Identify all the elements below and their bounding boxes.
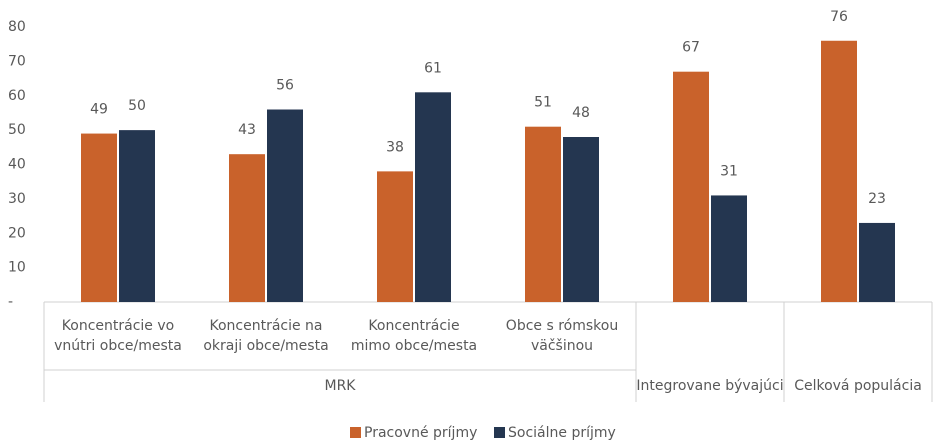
y-tick-label: 30 xyxy=(8,191,26,207)
y-tick-label: 40 xyxy=(8,157,26,173)
group-label: Integrovane bývajúci xyxy=(636,378,783,394)
value-label: 61 xyxy=(424,60,442,76)
legend-swatch xyxy=(494,427,505,438)
value-label: 31 xyxy=(720,163,738,179)
value-label: 50 xyxy=(128,98,146,114)
value-label: 38 xyxy=(386,139,404,155)
value-label: 56 xyxy=(276,78,294,94)
y-tick-label: - xyxy=(8,294,13,310)
legend-label: Sociálne príjmy xyxy=(508,425,616,440)
value-label: 76 xyxy=(830,9,848,25)
bar xyxy=(711,195,747,302)
y-tick-label: 20 xyxy=(8,225,26,241)
legend-label: Pracovné príjmy xyxy=(364,425,477,440)
value-label: 23 xyxy=(868,191,886,207)
x-tick-label: Obce s rómskou väčšinou xyxy=(505,318,619,354)
value-label: 51 xyxy=(534,95,552,111)
bar xyxy=(267,109,303,302)
value-label: 48 xyxy=(572,105,590,121)
bar xyxy=(119,130,155,302)
value-label: 67 xyxy=(682,40,700,56)
bar xyxy=(229,154,265,302)
y-tick-label: 70 xyxy=(8,53,26,69)
bar xyxy=(563,137,599,302)
bar xyxy=(377,171,413,302)
y-tick-label: 10 xyxy=(8,260,26,276)
y-tick-label: 80 xyxy=(8,19,26,35)
x-tick-label: Koncentrácie na okraji obce/mesta xyxy=(203,318,329,354)
y-tick-label: 50 xyxy=(8,122,26,138)
bar xyxy=(81,133,117,302)
bar xyxy=(415,92,451,302)
value-label: 49 xyxy=(90,102,108,118)
y-tick-label: 60 xyxy=(8,88,26,104)
x-tick-label: Koncentrácie mimo obce/mesta xyxy=(350,318,478,354)
bar xyxy=(525,126,561,302)
bar xyxy=(673,71,709,302)
bar xyxy=(859,222,895,302)
value-label: 43 xyxy=(238,122,256,138)
group-label: Celková populácia xyxy=(794,378,922,394)
bar xyxy=(821,40,857,302)
legend-swatch xyxy=(350,427,361,438)
group-label: MRK xyxy=(325,378,357,394)
x-tick-label: Koncentrácie vo vnútri obce/mesta xyxy=(54,318,182,354)
